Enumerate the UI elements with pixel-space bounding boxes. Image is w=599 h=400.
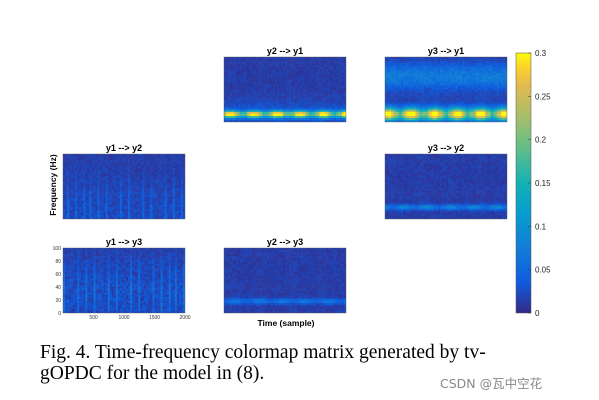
panel-y3-y2: y3 --> y2 (384, 143, 508, 220)
heatmap-cells (63, 154, 185, 219)
x-axis-label: Time (sample) (257, 318, 314, 328)
panel-title: y3 --> y1 (428, 46, 464, 56)
panel-title: y1 --> y3 (106, 237, 142, 247)
colorbar: 0.3 0.25 0.2 0.15 0.1 0.05 0 (515, 49, 551, 318)
y-tick-label: 100 (53, 246, 62, 252)
y-tick-label: 60 (55, 272, 61, 278)
heatmap-cells (224, 248, 346, 313)
x-tick-label: 1000 (118, 315, 129, 321)
colorbar-tick-label: 0.3 (535, 49, 547, 58)
y-tick-label: 20 (55, 298, 61, 304)
heatmap-cells (385, 154, 507, 219)
caption-line-2: gOPDC for the model in (8). (40, 363, 265, 384)
y-tick-labels: 100 80 60 40 20 0 (53, 246, 62, 317)
heatmap-cells (63, 248, 185, 313)
y-tick-label: 40 (55, 285, 61, 291)
caption-line-1: Fig. 4. Time-frequency colormap matrix g… (40, 342, 486, 363)
panel-y2-y1: y2 --> y1 (223, 46, 347, 123)
panel-title: y2 --> y1 (267, 46, 303, 56)
panel-y1-y2: y1 --> y2 (62, 143, 186, 220)
x-tick-label: 500 (89, 315, 98, 321)
panel-y2-y3: y2 --> y3 (223, 237, 347, 314)
y-tick-label: 80 (55, 259, 61, 265)
colorbar-tick-label: 0.1 (535, 222, 547, 231)
colorbar-tick-label: 0.05 (535, 266, 551, 275)
heatmap-cells (385, 57, 507, 122)
colorbar-tick-label: 0.2 (535, 136, 547, 145)
x-tick-label: 2000 (179, 315, 190, 321)
panel-title: y3 --> y2 (428, 143, 464, 153)
y-axis-label: Frequency (Hz) (48, 154, 58, 216)
colorbar-tick-label: 0.15 (535, 179, 551, 188)
panel-title: y2 --> y3 (267, 237, 303, 247)
figure-caption: Fig. 4. Time-frequency colormap matrix g… (40, 342, 599, 384)
y-tick-label: 0 (58, 311, 61, 317)
watermark: CSDN @瓦中空花 (440, 376, 543, 391)
panel-y1-y3: y1 --> y3 (62, 237, 186, 314)
panel-y3-y1: y3 --> y1 (384, 46, 508, 123)
x-tick-labels: 500 1000 1500 2000 (89, 315, 190, 321)
x-tick-label: 1500 (149, 315, 160, 321)
panel-title: y1 --> y2 (106, 143, 142, 153)
colorbar-tick-label: 0 (535, 309, 540, 318)
panels-layer: y2 --> y1 y3 --> y1 y1 --> y2 y3 --> y2 y1 -… (62, 46, 508, 314)
heatmap-cells (224, 57, 346, 122)
colorbar-tick-label: 0.25 (535, 92, 551, 101)
